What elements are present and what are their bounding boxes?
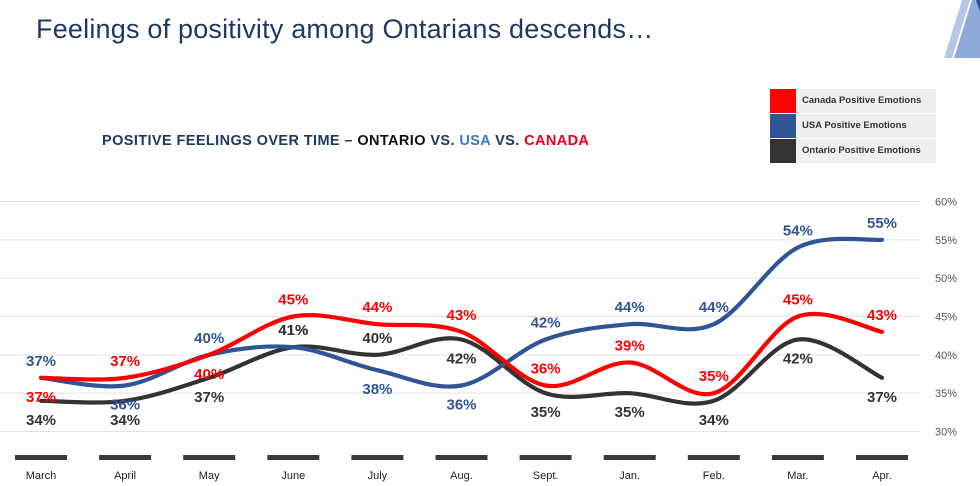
series-line-ontario [38,336,885,406]
page-title: Feelings of positivity among Ontarians d… [36,14,654,44]
x-tick-label: Sept. [533,470,559,482]
x-axis-marker [771,455,824,460]
data-label-ontario: 42% [783,351,813,368]
data-label-usa: 36% [446,397,476,414]
x-axis-marker [267,455,320,460]
chart-title-part: VS. [425,133,460,149]
y-tick-label: 60% [935,197,957,209]
data-label-usa: 41% [278,322,308,339]
legend-item-canada: Canada Positive Emotions [770,89,936,113]
y-tick-label: 40% [935,350,957,362]
data-label-usa: 54% [783,223,813,240]
chart-title-canada: CANADA [524,133,590,149]
x-tick-label: June [281,470,305,482]
data-label-ontario: 34% [699,412,729,429]
data-label-canada: 37% [110,353,140,370]
x-tick-label: March [26,470,57,482]
data-label-usa: 40% [194,330,224,347]
data-label-ontario: 41% [278,322,308,339]
data-label-ontario: 34% [110,412,140,429]
series-line-canada [38,311,885,397]
data-label-canada: 36% [531,361,561,378]
data-label-canada: 35% [699,368,729,385]
x-axis-marker [603,455,656,460]
x-tick-label: Aug. [450,470,473,482]
x-tick-label: Feb. [703,470,725,482]
data-label-ontario: 35% [531,404,561,421]
legend-item-ontario: Ontario Positive Emotions [770,139,936,163]
legend-label-canada: Canada Positive Emotions [802,95,922,106]
data-label-ontario: 34% [26,412,56,429]
data-label-canada: 37% [26,389,56,406]
y-tick-label: 45% [935,312,957,324]
y-tick-label: 55% [935,235,957,247]
corner-stripes-decoration [944,0,980,58]
data-label-ontario: 35% [615,404,645,421]
legend-label-usa: USA Positive Emotions [802,120,907,131]
data-label-canada: 43% [867,307,897,324]
y-tick-label: 50% [935,273,957,285]
data-label-usa: 44% [615,299,645,316]
legend-swatch-ontario [770,139,796,163]
data-label-ontario: 37% [194,389,224,406]
x-tick-label: Mar. [787,470,808,482]
x-axis-marker [435,455,488,460]
data-label-canada: 39% [615,338,645,355]
x-axis-marker [519,455,572,460]
x-axis-marker [856,455,908,460]
chart-title-ontario: ONTARIO [357,133,426,149]
chart-title-part: VS. [490,133,525,149]
x-axis-marker [183,455,236,460]
x-tick-label: April [114,470,136,482]
data-label-ontario: 37% [867,389,897,406]
data-label-usa: 42% [531,315,561,332]
legend-item-usa: USA Positive Emotions [770,114,936,138]
data-label-canada: 45% [278,292,308,309]
data-label-usa: 44% [699,299,729,316]
x-tick-label: Apr. [872,470,892,482]
x-tick-label: July [368,470,388,482]
chart-title: POSITIVE FEELINGS OVER TIME – ONTARIO VS… [102,133,589,149]
legend-swatch-canada [770,89,796,113]
chart-title-usa: USA [459,133,491,149]
y-tick-label: 30% [935,427,957,439]
chart-legend: Canada Positive Emotions USA Positive Em… [770,89,936,164]
x-axis-marker [99,455,152,460]
data-label-canada: 40% [194,366,224,383]
data-label-canada: 44% [362,299,392,316]
data-label-usa: 36% [110,397,140,414]
x-tick-label: Jan. [619,470,640,482]
data-label-ontario: 42% [446,351,476,368]
data-label-ontario: 40% [362,330,392,347]
x-tick-label: May [199,470,220,482]
data-label-usa: 55% [867,215,897,232]
legend-swatch-usa [770,114,796,138]
x-axis-marker [687,455,740,460]
data-label-usa: 37% [26,353,56,370]
x-axis-marker [351,455,404,460]
data-label-canada: 43% [446,307,476,324]
legend-label-ontario: Ontario Positive Emotions [802,145,921,156]
data-label-usa: 38% [362,381,392,398]
y-tick-label: 35% [935,388,957,400]
data-label-canada: 45% [783,292,813,309]
x-axis-marker [15,455,67,460]
chart-title-part: POSITIVE FEELINGS OVER TIME – [102,133,358,149]
